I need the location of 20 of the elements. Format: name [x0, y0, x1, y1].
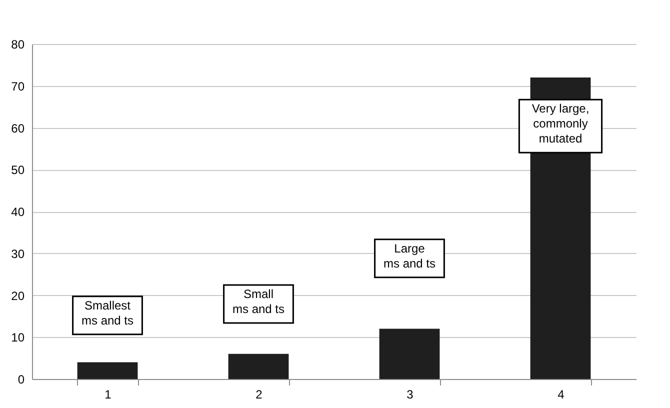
y-tick-label: 60: [11, 121, 25, 136]
annotation: Large ms and ts: [383, 241, 436, 270]
y-tick-label: 20: [11, 288, 25, 303]
y-tick-label: 0: [18, 372, 25, 386]
y-tick-label: 80: [11, 38, 25, 52]
annotation: Small ms and ts: [232, 286, 285, 316]
x-tick-label: 4: [558, 388, 565, 402]
y-tick-label: 70: [11, 79, 25, 94]
y-tick-label: 50: [11, 163, 25, 178]
x-tick-label: 2: [256, 388, 263, 402]
x-tick-label: 3: [406, 388, 414, 402]
bar: [77, 362, 138, 379]
annotation: Smallest ms and ts: [81, 298, 134, 328]
bar: [379, 328, 440, 379]
y-tick-label: 10: [11, 330, 25, 345]
y-tick-label: 30: [11, 246, 25, 261]
bar: [228, 354, 289, 379]
annotation: Very large, commonly mutated: [532, 102, 590, 146]
y-tick-label: 40: [11, 205, 25, 219]
x-tick-label: 1: [104, 388, 112, 402]
